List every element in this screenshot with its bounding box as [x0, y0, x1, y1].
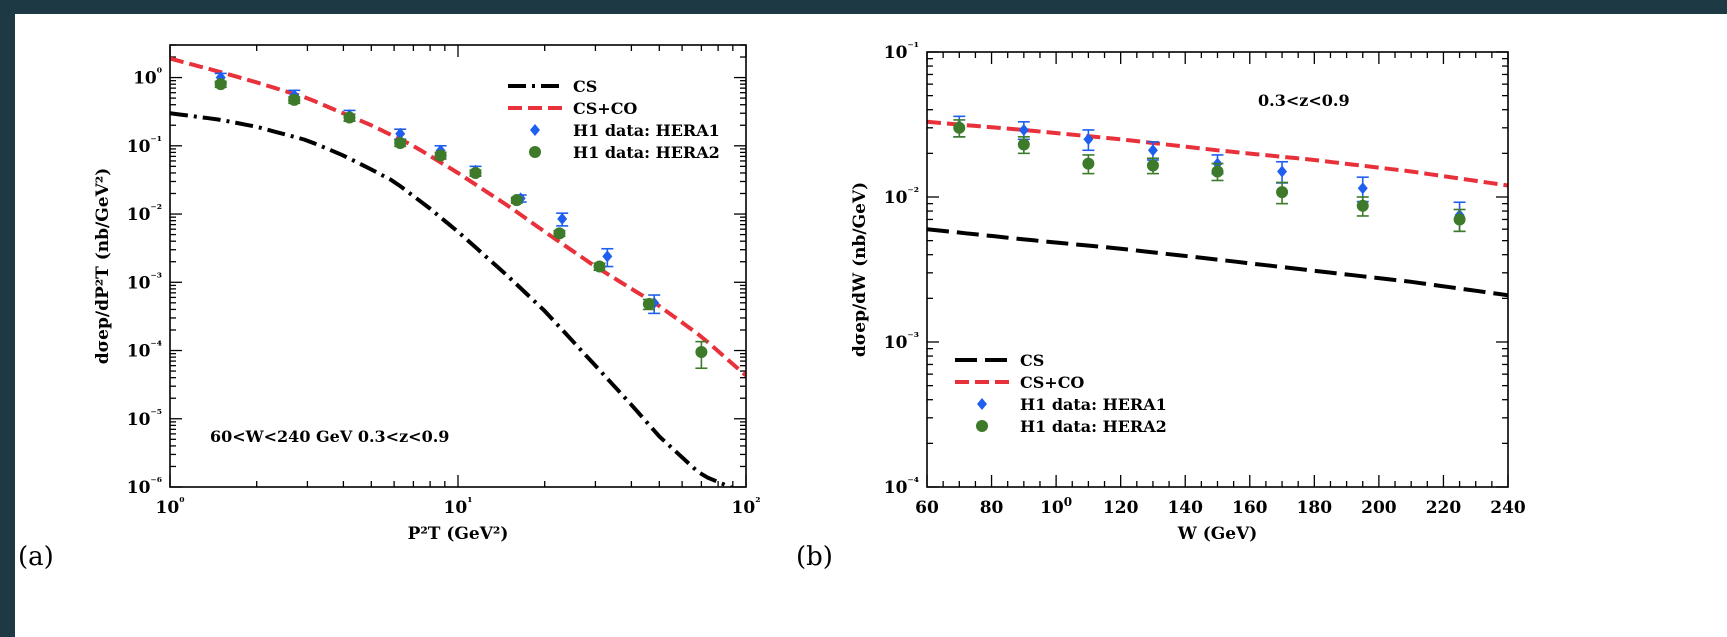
hera2-data-point: [1276, 186, 1289, 199]
hera1-data-point: [1147, 144, 1158, 157]
x-axis-label: W (GeV): [1177, 524, 1258, 544]
legend: CS CS+CO H1 data: HERA1 H1 data: HERA2: [508, 77, 720, 162]
y-axis-label: dσep/dP²T (nb/GeV²): [93, 168, 113, 365]
window-top-border: [0, 0, 1727, 14]
ticks: [169, 44, 747, 488]
hera1-data-point: [1018, 123, 1029, 136]
x-tick-label: 10⁰: [156, 495, 185, 518]
plot-area: [170, 56, 746, 487]
hera2-data-point: [642, 298, 655, 311]
y-tick-label: 10⁻²: [127, 202, 162, 225]
hera2-data-point: [288, 93, 301, 106]
x-tick-labels: 10⁰ 10¹ 10²: [156, 495, 761, 518]
y-axis-label: dσep/dW (nb/GeV): [850, 182, 870, 357]
legend-label: H1 data: HERA1: [1020, 395, 1167, 414]
legend-circle-marker: [976, 420, 988, 432]
x-tick-label: 100: [1040, 495, 1072, 518]
hera1-data-point: [395, 127, 406, 140]
hera2-data-point: [1017, 138, 1030, 151]
hera2-data-point: [953, 121, 966, 134]
annotation-text: 0.3<z<0.9: [1258, 91, 1350, 110]
x-tick-labels: 60 80 100 120 140 160 180 200 220 240: [915, 495, 1526, 518]
x-tick-label: 10²: [732, 495, 761, 518]
hera1-data-point: [1083, 133, 1094, 146]
hera2-data-point: [553, 227, 566, 240]
x-tick-label: 140: [1167, 498, 1203, 518]
cs-co-curve: [170, 56, 746, 378]
hera1-data-point: [602, 250, 613, 263]
x-tick-label: 240: [1490, 498, 1526, 518]
y-tick-label: 10⁻³: [884, 330, 919, 353]
hera2-data-point: [343, 111, 356, 124]
hera2-data-point: [1356, 199, 1369, 212]
hera2-data-point: [214, 78, 227, 91]
y-tick-label: 10⁻¹: [127, 134, 162, 157]
cs-curve: [927, 227, 1508, 298]
panel-tag: (a): [18, 542, 54, 572]
legend-diamond-marker: [530, 124, 540, 136]
x-tick-label: 10¹: [444, 495, 473, 518]
x-tick-label: 200: [1361, 498, 1397, 518]
legend-label: CS+CO: [573, 99, 637, 118]
legend-diamond-marker: [977, 398, 987, 410]
x-axis-label: P²T (GeV²): [408, 524, 509, 544]
ticks: [926, 51, 1509, 488]
panel-tag: (b): [796, 542, 833, 572]
legend-label: CS: [1020, 351, 1044, 370]
cs-co-curve: [927, 119, 1508, 188]
hera2-data-point: [510, 194, 523, 207]
y-tick-labels: 10⁻¹ 10⁻² 10⁻³ 10⁻⁴: [884, 40, 919, 498]
hera2-data-point: [1211, 165, 1224, 178]
annotation-text: 60<W<240 GeV 0.3<z<0.9: [210, 427, 449, 446]
y-tick-labels: 10⁰ 10⁻¹ 10⁻² 10⁻³ 10⁻⁴ 10⁻⁵ 10⁻⁶: [127, 66, 162, 498]
hera2-data-point: [394, 136, 407, 149]
plot-area: [927, 115, 1508, 298]
x-tick-label: 180: [1297, 498, 1333, 518]
y-tick-label: 10⁻⁴: [127, 339, 162, 362]
legend-label: H1 data: HERA2: [573, 143, 720, 162]
plot-frame: [169, 44, 747, 488]
y-tick-label: 10⁰: [133, 66, 162, 89]
legend-label: CS: [573, 77, 597, 96]
y-tick-label: 10⁻³: [127, 270, 162, 293]
legend-circle-marker: [529, 146, 541, 158]
hera2-data-point: [469, 166, 482, 179]
hera1-data-point: [1277, 165, 1288, 178]
y-tick-label: 10⁻⁵: [127, 407, 162, 430]
y-tick-label: 10⁻²: [884, 185, 919, 208]
chart-panel-b: 10⁻¹ 10⁻² 10⁻³ 10⁻⁴60 80 100 120 140 160 180 200 22…: [796, 40, 1526, 572]
legend: CS CS+CO H1 data: HERA1 H1 data: HERA2: [955, 351, 1167, 436]
x-tick-label: 80: [980, 498, 1004, 518]
y-tick-label: 10⁻⁴: [884, 475, 919, 498]
hera2-data-point: [434, 149, 447, 162]
legend-label: H1 data: HERA2: [1020, 417, 1167, 436]
y-tick-label: 10⁻¹: [884, 40, 919, 63]
x-tick-label: 120: [1103, 498, 1139, 518]
hera2-data-point: [593, 260, 606, 273]
window-left-border: [0, 0, 15, 637]
x-tick-label: 60: [915, 498, 939, 518]
plot-frame: [926, 51, 1509, 488]
hera2-data-point: [695, 346, 708, 359]
x-tick-label: 160: [1232, 498, 1268, 518]
hera1-data-point: [1357, 182, 1368, 195]
legend-label: CS+CO: [1020, 373, 1084, 392]
hera2-data-point: [1082, 157, 1095, 170]
x-tick-label: 220: [1426, 498, 1462, 518]
hera1-data-point: [557, 212, 568, 225]
legend-label: H1 data: HERA1: [573, 121, 720, 140]
hera2-data-point: [1453, 213, 1466, 226]
y-tick-label: 10⁻⁶: [127, 475, 162, 498]
hera2-data-point: [1146, 159, 1159, 172]
